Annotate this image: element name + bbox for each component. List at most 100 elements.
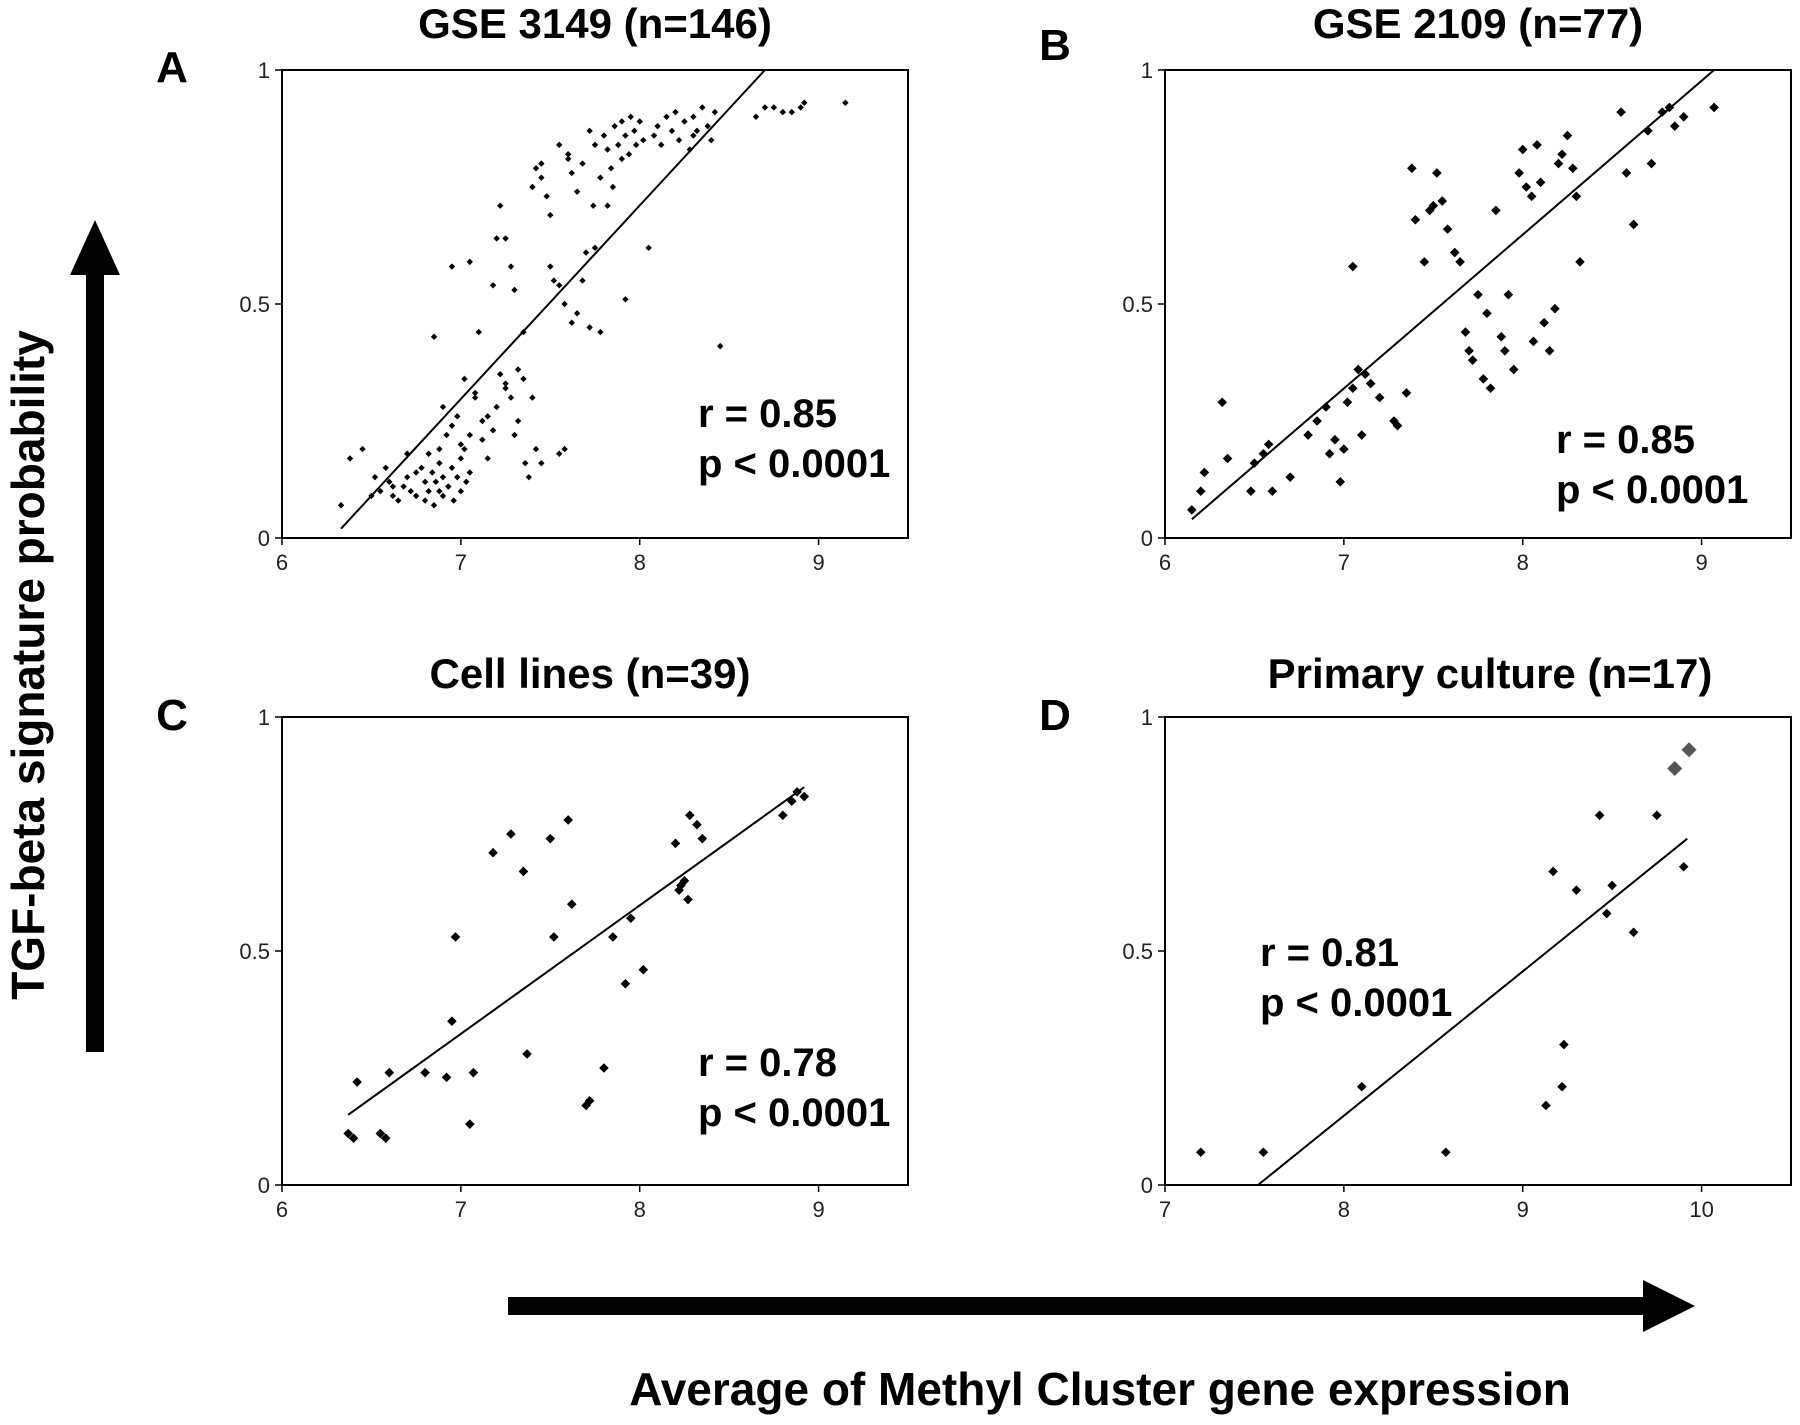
data-point (461, 445, 468, 453)
data-point (1449, 247, 1460, 258)
data-point (448, 263, 456, 270)
data-point (421, 478, 429, 486)
data-point (1628, 219, 1639, 230)
data-point (1669, 121, 1680, 131)
data-point (471, 394, 479, 401)
data-point (1532, 140, 1542, 150)
data-point (1303, 430, 1313, 440)
data-point (609, 183, 617, 191)
data-point (704, 122, 711, 130)
data-point (1571, 885, 1582, 895)
data-point (457, 441, 465, 448)
y-tick-label: 0 (1141, 1173, 1153, 1198)
regression-line (1257, 837, 1688, 1186)
data-point (493, 235, 500, 242)
data-point (489, 282, 497, 289)
data-point (842, 99, 849, 106)
data-point (786, 796, 797, 807)
scatter-panel-d: Primary culture (n=17) D 7 8 9 10 0 0.5 1 r = 0.8… (1039, 650, 1792, 1222)
data-point (556, 282, 563, 289)
data-point (520, 375, 527, 383)
data-point (488, 847, 498, 858)
data-point (1500, 346, 1510, 356)
data-point (547, 211, 554, 219)
x-tick-label: 9 (812, 550, 824, 575)
x-tick-label: 8 (634, 1197, 646, 1222)
data-point (636, 118, 643, 125)
data-point (1428, 200, 1439, 211)
data-point (640, 137, 647, 144)
data-point (382, 464, 389, 471)
data-point (514, 366, 522, 373)
data-point (430, 333, 438, 340)
data-point (395, 497, 402, 504)
data-point (650, 132, 658, 139)
data-point (1353, 364, 1363, 375)
data-point (1607, 880, 1617, 891)
data-point (686, 146, 693, 153)
panel-letter: A (156, 43, 188, 92)
data-point (532, 165, 540, 172)
data-point (1616, 107, 1626, 117)
data-point (632, 141, 640, 149)
data-point (788, 108, 795, 116)
data-point (582, 249, 590, 256)
data-point (461, 375, 468, 383)
data-point (538, 160, 545, 167)
data-point (1528, 336, 1539, 347)
data-point (1508, 364, 1519, 375)
data-point (506, 829, 516, 839)
correlation-r: r = 0.81 (1260, 931, 1399, 975)
data-point (1594, 810, 1605, 821)
data-point (420, 1067, 430, 1078)
data-point (346, 455, 354, 462)
data-point (489, 427, 497, 434)
x-tick-label: 7 (455, 550, 467, 575)
data-point (711, 108, 719, 116)
data-point (407, 488, 414, 495)
data-point (1478, 374, 1489, 384)
data-point (1482, 308, 1492, 319)
data-point (584, 1095, 595, 1106)
data-point (475, 328, 482, 336)
data-point (1199, 467, 1210, 478)
data-point (1664, 102, 1675, 113)
data-point (1643, 126, 1653, 136)
data-point (441, 1072, 452, 1083)
data-point (348, 1133, 359, 1143)
x-tick-label: 6 (276, 550, 288, 575)
data-point (375, 1128, 386, 1139)
data-point (561, 300, 568, 308)
p-value: p < 0.0001 (1260, 981, 1452, 1025)
correlation-r: r = 0.85 (1556, 418, 1695, 462)
plot-frame (1164, 716, 1792, 1186)
data-point (1657, 107, 1668, 117)
data-point (511, 286, 518, 294)
data-point (618, 118, 626, 125)
data-point (502, 385, 509, 392)
data-point (1571, 191, 1582, 202)
data-point (668, 127, 676, 135)
data-point (599, 1063, 609, 1073)
data-point (1217, 397, 1228, 408)
y-tick-label: 1 (258, 58, 270, 83)
y-tick-label: 0.5 (239, 939, 270, 964)
data-point (1441, 1147, 1451, 1158)
data-point (545, 833, 556, 844)
data-point (549, 932, 559, 942)
p-value: p < 0.0001 (698, 442, 890, 486)
data-point (468, 1067, 479, 1078)
scatter-panel-a: GSE 3149 (n=146) A 6 7 8 9 0 0.5 1 r = 0.85 p < 0.… (156, 0, 909, 575)
x-tick-label: 8 (634, 550, 646, 575)
data-point (615, 141, 622, 149)
data-point (1678, 112, 1689, 122)
data-point (543, 193, 550, 200)
data-point (568, 169, 575, 177)
data-point (586, 127, 593, 135)
data-point (657, 141, 665, 149)
data-point (507, 394, 515, 401)
data-point (1562, 130, 1573, 141)
x-tick-label: 9 (1517, 1197, 1529, 1222)
data-point (1330, 434, 1340, 445)
x-axis-arrow (508, 1280, 1695, 1332)
